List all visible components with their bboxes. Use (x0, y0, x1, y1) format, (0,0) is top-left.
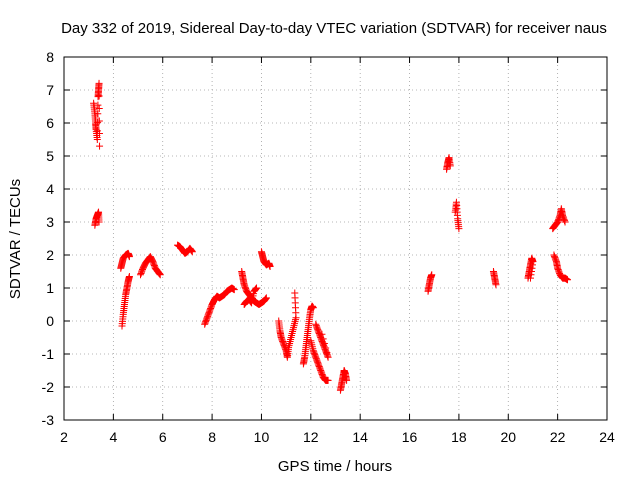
x-tick-label: 8 (208, 429, 216, 445)
data-point (94, 110, 102, 118)
data-point (94, 101, 102, 109)
data-point (266, 263, 274, 271)
x-tick-label: 12 (303, 429, 319, 445)
data-point (323, 349, 331, 357)
x-tick-label: 6 (159, 429, 167, 445)
data-point (95, 104, 103, 112)
y-tick-label: -2 (42, 379, 55, 395)
data-point (428, 271, 436, 279)
data-point (156, 271, 164, 279)
data-point (95, 117, 103, 125)
y-tick-label: 6 (46, 115, 54, 131)
gridlines (64, 57, 607, 420)
x-tick-label: 24 (599, 429, 615, 445)
chart-title: Day 332 of 2019, Sidereal Day-to-day VTE… (61, 20, 607, 37)
data-point (95, 92, 103, 100)
x-tick-label: 14 (352, 429, 368, 445)
data-point (95, 79, 103, 87)
data-point (96, 142, 104, 150)
data-point (322, 344, 330, 352)
x-tick-label: 4 (109, 429, 117, 445)
x-tick-label: 16 (402, 429, 418, 445)
data-point (125, 253, 133, 261)
data-point (492, 281, 500, 289)
x-tick-label: 2 (60, 429, 68, 445)
y-tick-label: -1 (42, 346, 55, 362)
data-point (455, 225, 463, 233)
data-point (125, 272, 133, 280)
data-point (262, 294, 270, 302)
data-point (564, 276, 572, 284)
x-tick-label: 18 (451, 429, 467, 445)
data-point (309, 304, 317, 312)
x-axis-label: GPS time / hours (278, 458, 392, 475)
data-point (343, 376, 351, 384)
y-tick-label: -3 (42, 412, 55, 428)
y-tick-label: 5 (46, 148, 54, 164)
x-tick-label: 20 (500, 429, 516, 445)
y-tick-label: 8 (46, 49, 54, 65)
y-tick-label: 3 (46, 214, 54, 230)
data-point (94, 118, 102, 126)
x-tick-labels: 2 4 6 8 10 12 14 16 18 20 22 24 (60, 429, 615, 445)
y-tick-label: 7 (46, 82, 54, 98)
data-point (324, 376, 332, 384)
y-tick-label: 1 (46, 280, 54, 296)
data-point (320, 339, 328, 347)
data-point (446, 162, 454, 170)
x-tick-label: 10 (254, 429, 270, 445)
data-point (93, 136, 101, 143)
plot-area-border (63, 56, 608, 421)
y-tick-label: 4 (46, 181, 54, 197)
data-point (291, 289, 299, 297)
data-point (253, 284, 261, 292)
y-tick-label: 0 (46, 313, 54, 329)
data-point (561, 218, 569, 226)
data-points (90, 79, 572, 394)
data-point (318, 330, 326, 338)
y-tick-label: 2 (46, 247, 54, 263)
data-point (230, 286, 238, 294)
data-point (526, 274, 534, 282)
data-point (95, 130, 103, 138)
data-point (95, 218, 103, 226)
data-point (324, 353, 332, 361)
x-tick-label: 22 (550, 429, 566, 445)
y-axis-label: SDTVAR / TECUs (7, 179, 24, 299)
y-tick-labels: -3 -2 -1 0 1 2 3 4 5 6 7 8 (42, 49, 55, 428)
data-point (319, 335, 327, 343)
axis-ticks (63, 56, 608, 421)
data-point (188, 248, 196, 256)
